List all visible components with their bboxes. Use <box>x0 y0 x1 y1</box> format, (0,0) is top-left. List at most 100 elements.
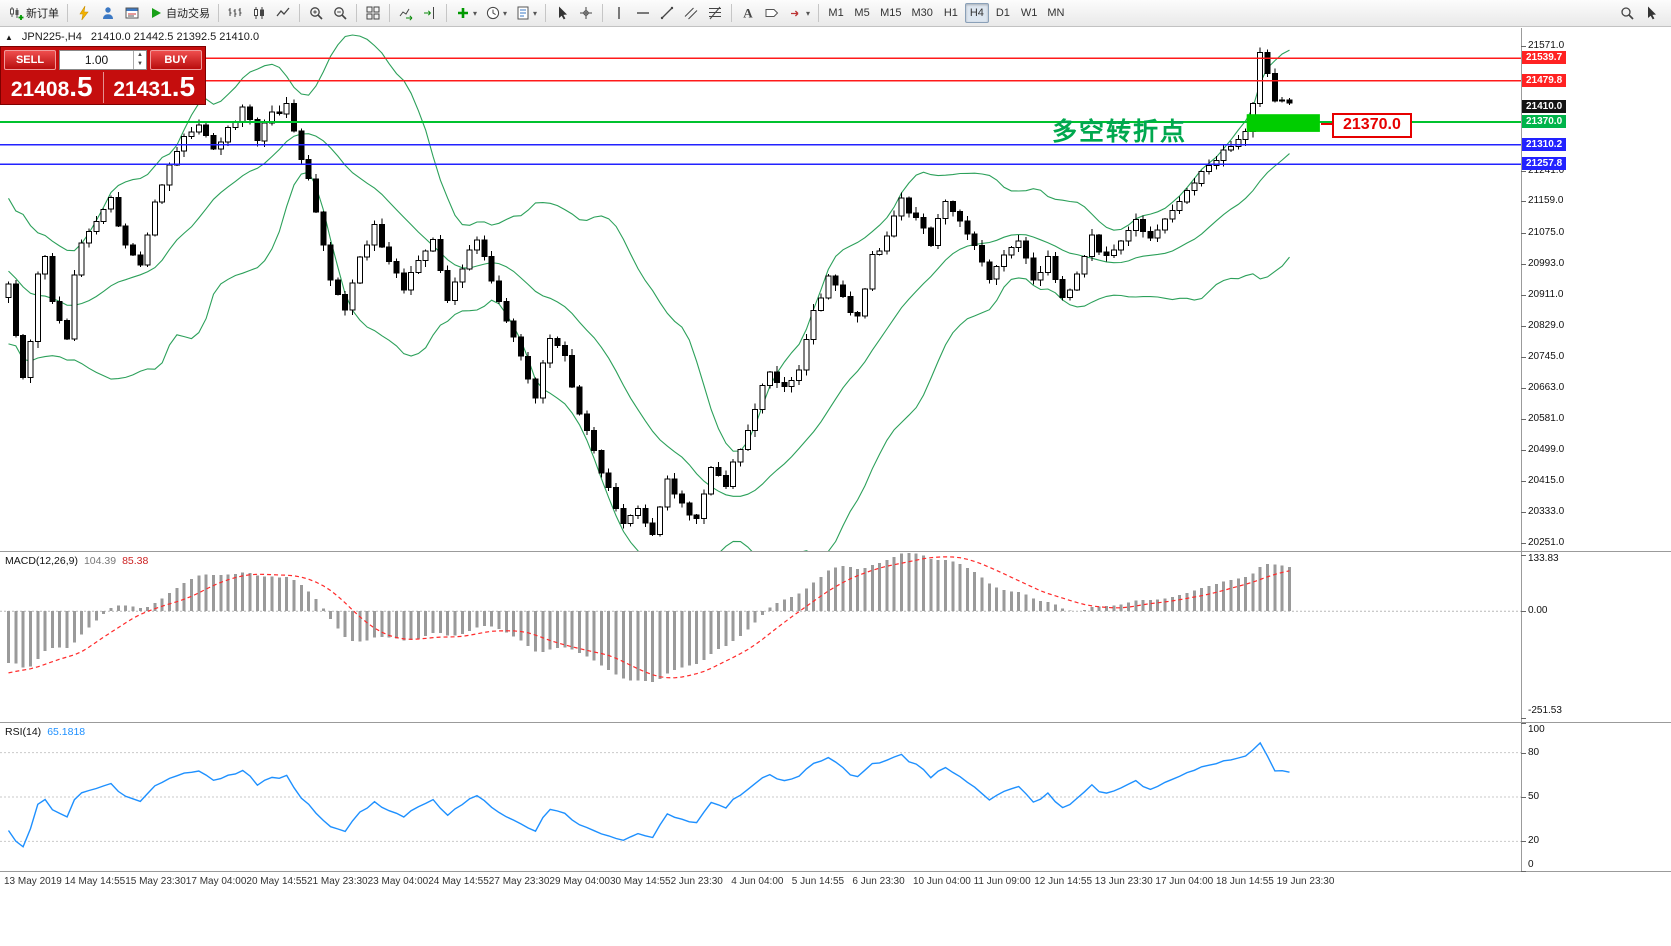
toolbar-separator <box>218 4 219 22</box>
horizontal-line-icon[interactable] <box>631 2 655 24</box>
candle <box>832 274 839 292</box>
timeframe-w1[interactable]: W1 <box>1020 7 1038 19</box>
candle <box>591 426 598 454</box>
buy-button[interactable]: BUY <box>150 49 202 70</box>
rsi-name: RSI(14) <box>5 726 42 738</box>
cursor-icon[interactable] <box>550 2 574 24</box>
candle <box>495 275 502 304</box>
highlight-rectangle[interactable] <box>1246 114 1320 132</box>
fibonacci-icon[interactable] <box>703 2 727 24</box>
text-icon[interactable]: A <box>736 2 760 24</box>
candle <box>598 449 605 478</box>
candle <box>291 99 297 133</box>
sell-button[interactable]: SELL <box>4 49 56 70</box>
timeframe-h4[interactable]: H4 <box>964 3 989 23</box>
arrows-dropdown[interactable]: ▾ <box>784 2 814 24</box>
market-watch-icon[interactable] <box>96 2 120 24</box>
spinner-down-icon[interactable]: ▼ <box>137 61 143 67</box>
candle <box>737 448 744 467</box>
rsi-indicator-chart[interactable] <box>0 723 1521 871</box>
channel-glyph <box>683 5 699 21</box>
data-window-icon[interactable] <box>120 2 144 24</box>
price-tick-label: 0 <box>1528 859 1534 870</box>
spinner-up-icon[interactable]: ▲ <box>137 52 143 58</box>
candle <box>400 268 407 294</box>
volume-spinner[interactable]: ▲ ▼ <box>133 50 146 69</box>
volume-input[interactable]: 1.00 ▲ ▼ <box>59 49 147 70</box>
candle <box>627 514 634 527</box>
candle <box>1271 68 1278 103</box>
candle <box>312 173 319 214</box>
new-order-button[interactable]: 新订单 <box>4 2 63 24</box>
timeframe-h1[interactable]: H1 <box>943 7 958 19</box>
candle <box>774 366 781 389</box>
bid-price[interactable]: 21408.5 <box>1 72 103 103</box>
line-chart-icon[interactable] <box>271 2 295 24</box>
zoom-in-icon[interactable] <box>304 2 328 24</box>
ask-price[interactable]: 21431.5 <box>102 72 206 103</box>
pointer-icon[interactable] <box>1639 2 1663 24</box>
candle <box>1147 226 1154 242</box>
candle <box>1059 276 1066 301</box>
timeframe-m30[interactable]: M30 <box>911 7 933 19</box>
candle <box>115 191 122 227</box>
zoomin-glyph <box>308 5 324 21</box>
candle <box>510 318 517 342</box>
chart-annotation-text[interactable]: 多空转折点 <box>1052 118 1188 146</box>
candle <box>1184 188 1190 205</box>
candle <box>225 125 232 146</box>
price-callout-label[interactable]: 21370.0 <box>1332 113 1412 138</box>
price-chart[interactable] <box>0 28 1521 551</box>
panel-separator[interactable] <box>0 551 1671 552</box>
indicators-dropdown[interactable]: ▾ <box>451 2 481 24</box>
chart-shift-icon[interactable] <box>418 2 442 24</box>
candle <box>203 121 210 138</box>
vertical-line-icon[interactable] <box>607 2 631 24</box>
macd-indicator-chart[interactable] <box>0 552 1521 722</box>
candle <box>378 218 385 249</box>
candle <box>708 466 715 496</box>
price-tick-label: 21159.0 <box>1528 195 1564 206</box>
bar-chart-icon[interactable] <box>223 2 247 24</box>
timeframe-m15[interactable]: M15 <box>880 7 902 19</box>
metaeditor-icon[interactable] <box>72 2 96 24</box>
autotrading-button[interactable]: 自动交易 <box>144 2 214 24</box>
panel-separator[interactable] <box>0 722 1671 723</box>
candle <box>905 196 912 218</box>
label-icon[interactable] <box>760 2 784 24</box>
candle <box>488 250 495 284</box>
auto-scroll-icon[interactable] <box>394 2 418 24</box>
crosshair-icon[interactable] <box>574 2 598 24</box>
candle <box>466 244 473 271</box>
price-tick-label: 20581.0 <box>1528 413 1565 424</box>
macd-name: MACD(12,26,9) <box>5 555 78 567</box>
candle <box>159 184 166 204</box>
candle <box>700 489 707 524</box>
candle <box>129 243 136 256</box>
time-axis-label: 21 May 23:30 <box>307 876 368 887</box>
candle <box>1110 244 1117 259</box>
candle <box>913 207 920 221</box>
candle <box>861 288 868 319</box>
zoom-out-icon[interactable] <box>328 2 352 24</box>
candlestick-chart-icon[interactable] <box>247 2 271 24</box>
timeframe-m1[interactable]: M1 <box>828 7 844 19</box>
periods-dropdown[interactable]: ▾ <box>481 2 511 24</box>
tile-windows-icon[interactable] <box>361 2 385 24</box>
timeframe-m5[interactable]: M5 <box>854 7 870 19</box>
candle <box>693 513 700 524</box>
candle <box>825 274 832 300</box>
toolbar-right-icons <box>1615 2 1667 24</box>
candle <box>100 208 107 224</box>
dropdown-arrow-icon: ▾ <box>503 8 508 18</box>
search-icon[interactable] <box>1615 2 1639 24</box>
candle <box>430 237 437 252</box>
equidistant-channel-icon[interactable] <box>679 2 703 24</box>
templates-dropdown[interactable]: ▾ <box>511 2 541 24</box>
panel-separator[interactable] <box>0 871 1671 872</box>
trendline-icon[interactable] <box>655 2 679 24</box>
time-axis-label: 13 Jun 23:30 <box>1094 876 1153 887</box>
timeframe-mn[interactable]: MN <box>1047 7 1065 19</box>
bid-frac: .5 <box>69 71 93 102</box>
timeframe-d1[interactable]: D1 <box>995 7 1010 19</box>
